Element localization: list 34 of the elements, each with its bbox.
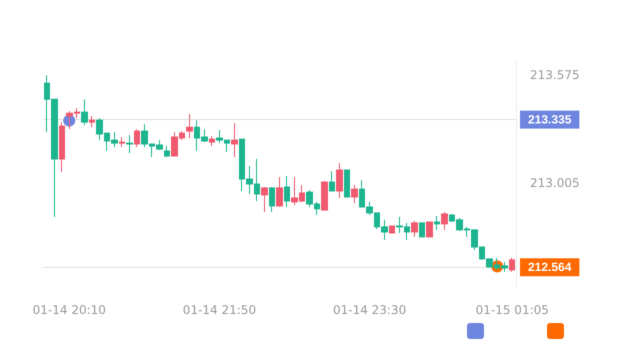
candlestick [134, 128, 140, 148]
candlestick [269, 186, 275, 212]
candlestick [509, 257, 515, 272]
candlestick [164, 146, 170, 158]
candlestick [59, 122, 65, 173]
candlestick [261, 186, 268, 212]
candlestick [329, 170, 335, 192]
y-tick-label: 213.575 [530, 68, 580, 82]
candlestick [351, 184, 358, 204]
candlestick [284, 176, 290, 208]
candlestick [276, 176, 283, 208]
candlestick [344, 169, 350, 198]
candlestick [389, 225, 395, 234]
candlestick [119, 136, 125, 148]
candlestick [411, 220, 418, 238]
x-tick-label: 01-14 21:50 [182, 303, 256, 317]
candlestick [81, 98, 88, 126]
candlestick [426, 221, 433, 238]
ref-line-label: 213.335 [528, 112, 572, 127]
x-tick-label: 01-14 23:30 [332, 303, 406, 317]
candlestick [231, 122, 238, 158]
candlestick [336, 162, 343, 198]
x-tick-label: 01-14 20:10 [32, 303, 106, 317]
candlestick [434, 215, 440, 230]
x-tick-label: 01-15 01:05 [476, 303, 549, 317]
y-tick-label: 213.005 [530, 176, 580, 190]
candlestick [186, 114, 193, 138]
candlestick [89, 116, 95, 128]
candlestick [209, 136, 215, 147]
ref-line-label: 212.564 [528, 260, 572, 274]
candlestick [419, 222, 425, 238]
candlestick [321, 180, 328, 211]
candlestick [126, 134, 133, 154]
candlestick [441, 211, 448, 230]
